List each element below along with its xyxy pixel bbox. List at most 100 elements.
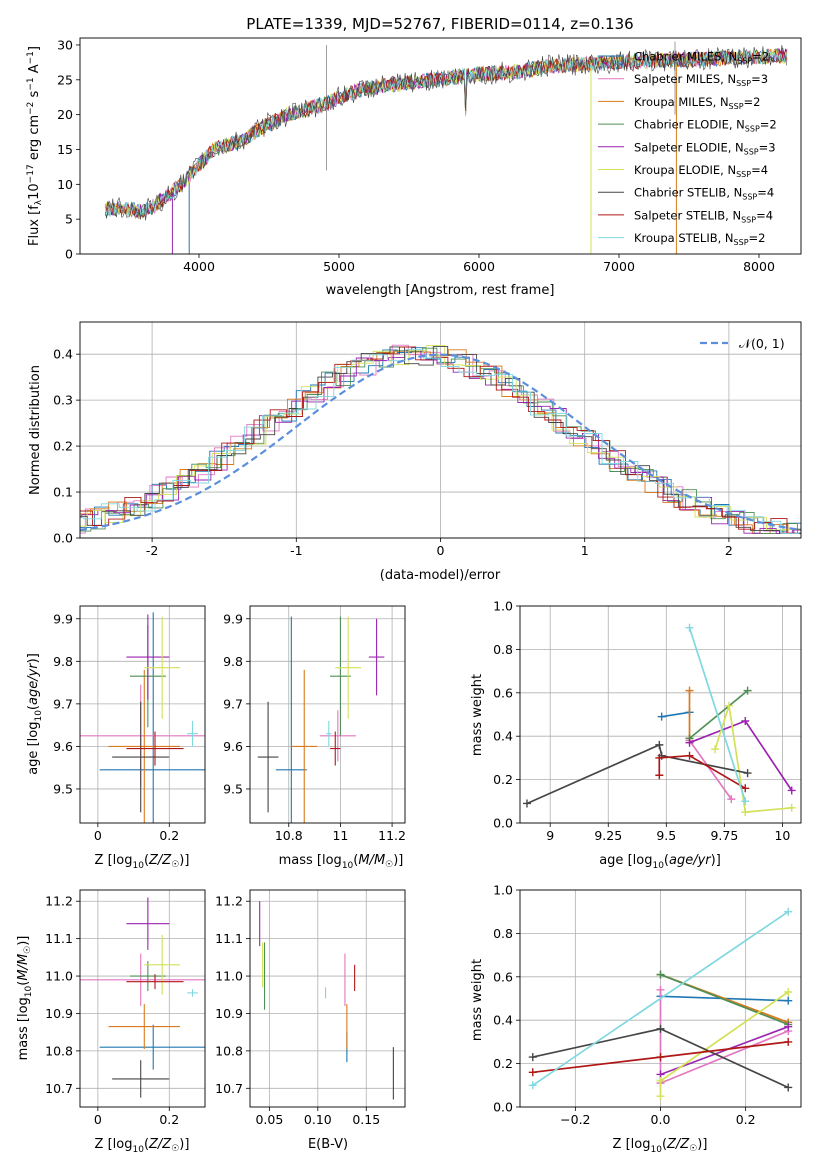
axis-label-part: age [log	[26, 722, 41, 775]
axis-label-part: age/yr	[669, 853, 712, 868]
age_vs_mass-ytick-label: 9.6	[223, 739, 243, 754]
spectrum-legend-part: SSP	[736, 79, 751, 88]
spectrum-legend-label: Chabrier MILES, NSSP=2	[634, 50, 769, 66]
axis-label-part: M/M	[16, 954, 31, 981]
axis-label: Z [log10(Z/Z☉)]	[613, 1137, 708, 1155]
spectrum-legend-part: SSP	[745, 125, 760, 134]
spectrum-ylabel-part: −17	[26, 164, 36, 183]
residuals-legend-label: 𝒩(0, 1)	[739, 336, 785, 351]
spectrum-ytick-label: 10	[57, 177, 73, 192]
weight_vs_age-marker	[741, 797, 750, 806]
spectrum-ylabel-part: s	[27, 90, 42, 101]
residuals-ytick-label: 0.3	[53, 393, 73, 408]
weight_vs_Z-panel: −0.2 0.0 0.2 0.0 0.2 0.4 0.6 0.8 1.0 Z [log10(Z/Z…	[493, 883, 802, 1155]
age_vs_Z-points	[80, 612, 205, 823]
axis-label-part: (	[16, 981, 31, 986]
weight_vs_Z-marker	[784, 1037, 793, 1046]
mass_vs_ebv-ytick-label: 11.2	[215, 894, 243, 909]
weight-z-ylabel: mass weight	[470, 959, 485, 1041]
age_vs_Z-frame	[79, 605, 206, 824]
spectrum-legend-label: Kroupa ELODIE, NSSP=4	[634, 163, 768, 179]
mass_vs_ebv-xtick-label: 0.10	[304, 1112, 332, 1127]
weight_vs_age-marker	[741, 784, 750, 793]
spectrum-lines	[104, 41, 788, 254]
spectrum-series	[104, 47, 788, 218]
weight_vs_age-marker	[711, 745, 720, 754]
residuals-panel: -2 -1 0 1 2 0.0 0.1 0.2 0.3 0.4 𝒩(0, 1)	[53, 321, 802, 558]
mass_vs_ebv-ytick-label: 10.8	[215, 1043, 243, 1058]
age_vs_mass-xtick-label: 11.2	[378, 828, 406, 843]
age_vs_mass-xtick-label: 10.8	[275, 828, 303, 843]
axis-label-part: Z [log	[95, 1137, 133, 1152]
residuals-histogram	[80, 347, 801, 534]
weight_vs_Z-ytick-label: 0.8	[493, 926, 513, 941]
weight_vs_Z-ytick-label: 1.0	[493, 883, 513, 898]
weight_vs_age-series	[658, 754, 746, 790]
mass_vs_Z-xtick-label: 0.2	[159, 1112, 179, 1127]
weight_vs_Z-marker	[528, 1053, 537, 1062]
axis-label-part: (	[144, 1137, 149, 1152]
spectrum-ytick-label: 20	[57, 107, 73, 122]
mass_vs_Z-panel: 0 0.210.710.810.911.011.111.2Z [log10(Z/Z…	[16, 889, 206, 1155]
weight_vs_Z-xtick-label: −0.2	[560, 1112, 590, 1127]
spectrum-legend-label: Chabrier STELIB, NSSP=4	[634, 186, 774, 202]
axis-label-part: )]	[393, 853, 403, 868]
age_vs_mass-ytick-label: 9.7	[223, 696, 243, 711]
axis-label: Z [log10(Z/Z☉)]	[95, 1137, 190, 1155]
age_vs_Z-ytick-label: 9.8	[53, 654, 73, 669]
axis-label-part: )]	[697, 1137, 707, 1152]
residuals-ylabel: Normed distribution	[28, 365, 43, 495]
weight_vs_age-marker	[685, 751, 694, 760]
mass_vs_Z-ytick-label: 10.9	[45, 1006, 73, 1021]
spectrum-legend-label: Kroupa STELIB, NSSP=2	[634, 231, 765, 247]
weight_vs_Z-series	[532, 910, 789, 1087]
spectrum-legend-part: Salpeter MILES, N	[634, 72, 736, 86]
weight_vs_age-xtick-label: 10	[774, 828, 790, 843]
weight_vs_Z-ytick-label: 0.0	[493, 1100, 513, 1115]
spectrum-legend-part: Chabrier MILES, N	[634, 50, 737, 64]
spectrum-legend-part: =3	[759, 140, 776, 154]
spectrum-xtick-label: 8000	[743, 259, 775, 274]
age_vs_Z-xtick-label: 0	[94, 828, 102, 843]
mass_vs_ebv-ytick-label: 11.1	[215, 931, 243, 946]
spectrum-ytick-label: 30	[57, 37, 73, 52]
weight_vs_age-xtick-label: 9.75	[710, 828, 738, 843]
axis-label-part: (	[664, 853, 669, 868]
weight-age-ylabel: mass weight	[470, 674, 485, 756]
weight_vs_Z-marker	[656, 1076, 665, 1085]
spectrum-legend-part: Salpeter ELODIE, N	[634, 140, 744, 154]
weight_vs_age-ytick-label: 0.6	[493, 685, 513, 700]
spectrum-ylabel-part: −1	[26, 77, 36, 90]
weight_vs_age-marker	[741, 717, 750, 726]
age_vs_Z-ytick-label: 9.7	[53, 696, 73, 711]
weight_vs_Z-marker	[528, 1081, 537, 1090]
weight_vs_age-marker	[743, 769, 752, 778]
spectrum-ylabel-part: ]	[27, 46, 42, 51]
spectrum-ylabel-part: λ	[34, 199, 44, 205]
axis-label-part: 10	[24, 985, 34, 997]
ebv-xlabel: E(B-V)	[308, 1137, 348, 1152]
spectrum-legend-label: Salpeter MILES, NSSP=3	[634, 72, 768, 88]
spectrum-legend-label: Salpeter STELIB, NSSP=4	[634, 208, 773, 224]
weight_vs_age-marker	[727, 795, 736, 804]
residuals-ytick-label: 0.1	[53, 485, 73, 500]
weight_vs_Z-marker	[656, 985, 665, 994]
weight_vs_Z-xtick-label: 0.2	[736, 1112, 756, 1127]
spectrum-legend-part: =2	[749, 231, 766, 245]
mass_vs_ebv-xtick-label: 0.05	[255, 1112, 283, 1127]
weight_vs_Z-ytick-label: 0.2	[493, 1056, 513, 1071]
weight_vs_age-marker	[685, 738, 694, 747]
residuals-ytick-label: 0.0	[53, 531, 73, 546]
spectrum-legend-part: =4	[756, 208, 773, 222]
spectrum-legend-part: =2	[760, 118, 777, 132]
spectrum-ytick-label: 15	[57, 142, 73, 157]
spectrum-ylabel-part: −1	[26, 51, 36, 64]
spectrum-legend-part: =2	[752, 50, 769, 64]
axis-label-part: Z/Z	[148, 853, 172, 868]
spectrum-legend-part: SSP	[742, 193, 757, 202]
spectrum-ylabel-part: A	[27, 64, 42, 77]
weight_vs_age-series	[661, 711, 690, 718]
weight_vs_age-panel: 9 9.25 9.5 9.75 10 0.0 0.2 0.4 0.6 0.8 1.0 age [log…	[493, 599, 802, 871]
axis-label-part: mass [log	[279, 853, 342, 868]
